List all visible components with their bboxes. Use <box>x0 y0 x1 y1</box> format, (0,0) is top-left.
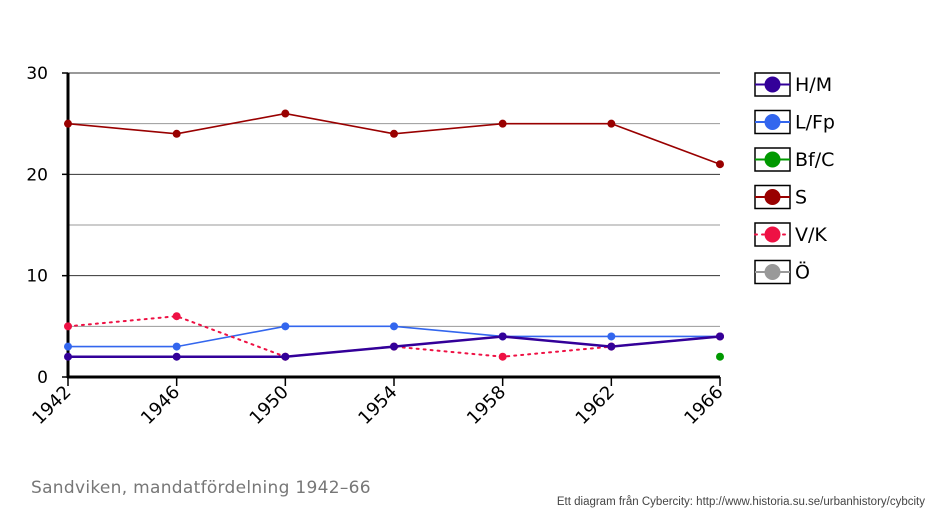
legend-item-v-k[interactable]: V/K <box>754 222 827 247</box>
legend-swatch-marker <box>764 264 781 280</box>
series-s <box>64 109 724 169</box>
series-h-m <box>64 332 724 361</box>
y-tick-label: 30 <box>26 64 48 84</box>
series-layer <box>64 109 724 361</box>
legend-item-s[interactable]: S <box>754 184 807 210</box>
data-point-h-m[interactable] <box>607 342 616 351</box>
legend-label: L/Fp <box>795 112 835 134</box>
data-point-s[interactable] <box>172 129 181 138</box>
y-tick-label: 0 <box>37 368 48 388</box>
axes: 0 10 20 30 1942 1946 1950 1954 1958 1962 1966 <box>26 64 727 429</box>
x-tick-label: 1950 <box>246 382 293 429</box>
legend-label: V/K <box>795 224 827 246</box>
x-tick-label: 1954 <box>354 382 401 429</box>
series-bf-c <box>716 352 724 361</box>
data-point-v-k[interactable] <box>172 312 181 321</box>
legend-swatch-marker <box>764 189 781 205</box>
data-point-s[interactable] <box>716 160 724 169</box>
legend-label: H/M <box>795 74 832 96</box>
source-credit: Ett diagram från Cybercity: http://www.h… <box>556 496 925 508</box>
data-point-h-m[interactable] <box>172 352 181 361</box>
series-line-s <box>67 112 721 165</box>
data-point-s[interactable] <box>390 129 398 138</box>
x-tick-label: 1946 <box>137 382 184 429</box>
data-point-h-m[interactable] <box>390 342 398 351</box>
data-point-bf-c[interactable] <box>716 352 724 361</box>
data-point-s[interactable] <box>281 109 290 118</box>
data-point-v-k[interactable] <box>64 322 72 331</box>
legend-item-h-m[interactable]: H/M <box>754 72 832 97</box>
legend-swatch-marker <box>764 151 781 168</box>
chart-caption: Sandviken, mandatfördelning 1942–66 <box>31 478 371 498</box>
legend-label: Bf/C <box>795 149 834 171</box>
data-point-h-m[interactable] <box>281 352 290 361</box>
legend-item-l-fp[interactable]: L/Fp <box>754 109 835 135</box>
legend-label: S <box>795 187 807 209</box>
y-tick-label: 10 <box>26 267 48 287</box>
legend-item-series[interactable]: Ö <box>754 259 810 285</box>
x-tick-label: 1966 <box>680 382 727 429</box>
data-point-l-fp[interactable] <box>64 342 72 351</box>
legend[interactable]: H/M L/Fp Bf/C S V/K Ö <box>754 72 835 285</box>
data-point-h-m[interactable] <box>716 332 724 341</box>
data-point-s[interactable] <box>64 119 72 128</box>
legend-label: Ö <box>795 261 810 284</box>
data-point-h-m[interactable] <box>498 332 507 341</box>
x-tick-label: 1962 <box>572 382 619 429</box>
legend-swatch-marker <box>764 114 781 130</box>
data-point-v-k[interactable] <box>498 352 507 361</box>
grid-lines <box>68 72 720 327</box>
data-point-s[interactable] <box>607 119 616 128</box>
data-point-l-fp[interactable] <box>390 322 398 331</box>
y-tick-label: 20 <box>26 165 48 185</box>
data-point-l-fp[interactable] <box>607 332 616 341</box>
data-point-s[interactable] <box>498 119 507 128</box>
legend-item-bf-c[interactable]: Bf/C <box>754 147 834 172</box>
data-point-l-fp[interactable] <box>172 342 181 351</box>
legend-swatch-marker <box>764 226 781 243</box>
legend-swatch-marker <box>764 76 781 93</box>
x-tick-label: 1942 <box>28 382 75 429</box>
data-point-h-m[interactable] <box>64 352 72 361</box>
data-point-l-fp[interactable] <box>281 322 290 331</box>
x-tick-label: 1958 <box>463 382 510 429</box>
line-chart: 0 10 20 30 1942 1946 1950 1954 1958 1962 1966 H/M L… <box>26 64 835 429</box>
